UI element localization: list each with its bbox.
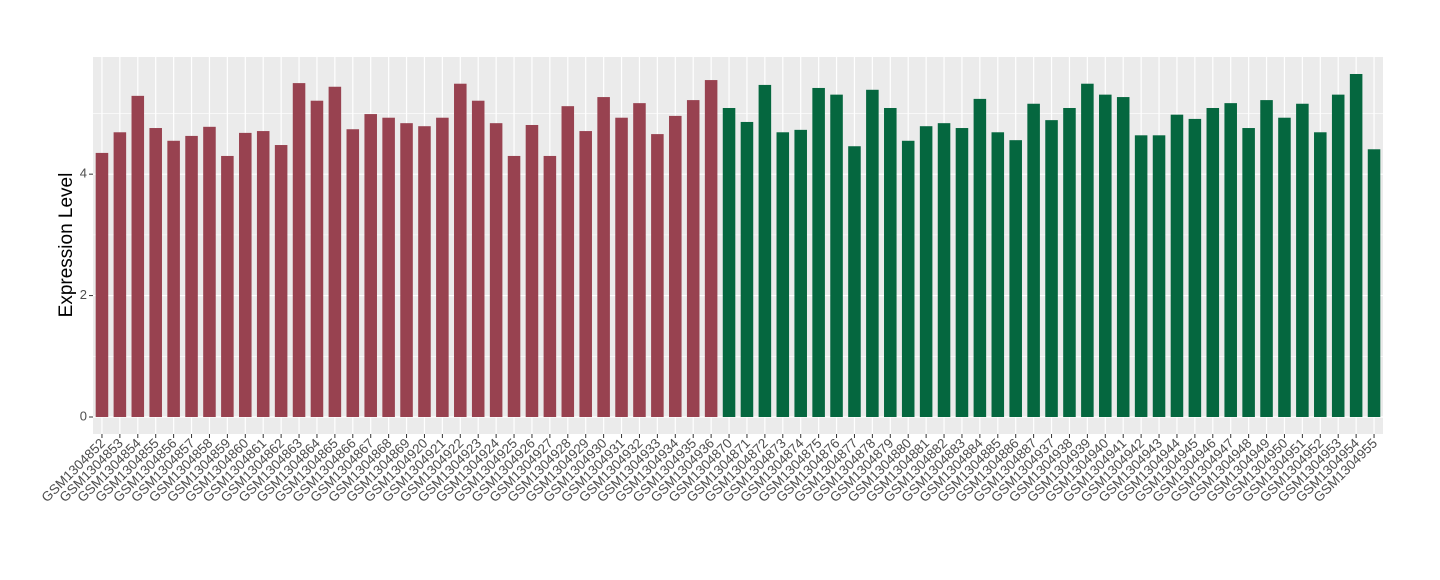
bar — [292, 83, 306, 418]
bar — [1188, 118, 1202, 418]
bar — [400, 123, 413, 418]
bar — [256, 131, 270, 418]
bar — [1045, 120, 1058, 418]
bar — [1099, 94, 1112, 418]
bar — [95, 152, 109, 418]
bar — [651, 134, 664, 418]
bar — [866, 89, 879, 418]
bar — [113, 132, 127, 418]
bar — [274, 145, 288, 418]
bar — [1349, 73, 1363, 418]
bar — [597, 97, 610, 418]
y-tick-label: 2 — [80, 287, 87, 302]
bar — [991, 132, 1005, 418]
bar — [722, 107, 736, 418]
bar — [937, 123, 951, 418]
bar — [131, 95, 145, 418]
bar — [382, 117, 395, 418]
y-tick-label: 4 — [80, 166, 87, 181]
bar — [1367, 149, 1381, 418]
bar — [346, 129, 360, 418]
bar — [1152, 135, 1166, 418]
bar — [740, 121, 754, 418]
bar — [919, 126, 933, 418]
bar — [328, 86, 342, 418]
bar — [418, 126, 431, 418]
bar — [1278, 117, 1291, 418]
bar — [686, 100, 700, 418]
bar — [1170, 114, 1184, 418]
bar — [669, 115, 682, 418]
bar — [848, 146, 861, 418]
bar — [436, 117, 449, 418]
plot-panel — [93, 57, 1383, 434]
bar — [758, 84, 772, 418]
bar — [1206, 107, 1220, 418]
bar — [561, 106, 575, 418]
bar — [1224, 103, 1237, 418]
bar — [901, 140, 915, 418]
bar — [454, 83, 467, 418]
bar — [185, 135, 198, 418]
bar — [507, 155, 521, 418]
bar — [812, 87, 825, 418]
bar — [1314, 132, 1327, 418]
bar — [955, 128, 969, 418]
bar — [884, 107, 897, 418]
bar — [973, 98, 987, 418]
bar — [489, 123, 503, 418]
bar — [776, 132, 790, 418]
bar — [633, 103, 646, 418]
bar — [1063, 107, 1076, 418]
bar — [543, 155, 557, 418]
bar — [1260, 100, 1273, 418]
bar — [579, 131, 592, 418]
y-axis-label: Expression Level — [56, 173, 77, 318]
bar — [167, 140, 180, 418]
bar — [1331, 94, 1345, 418]
bar — [794, 129, 807, 418]
bar — [830, 94, 843, 418]
bar — [1081, 83, 1094, 418]
bar — [1009, 140, 1022, 418]
y-tick-label: 0 — [80, 408, 87, 423]
bar — [525, 124, 539, 418]
bar — [1296, 103, 1309, 418]
bar — [149, 128, 162, 418]
bar — [310, 100, 324, 418]
bar — [471, 100, 485, 418]
bar — [1116, 97, 1130, 418]
bar — [203, 126, 216, 418]
bar — [615, 117, 628, 418]
bar — [239, 132, 252, 418]
bar — [1242, 128, 1255, 418]
bar — [704, 80, 718, 418]
bar — [221, 155, 234, 418]
bar — [1027, 103, 1040, 418]
bar — [1134, 135, 1148, 418]
bar — [364, 114, 377, 418]
